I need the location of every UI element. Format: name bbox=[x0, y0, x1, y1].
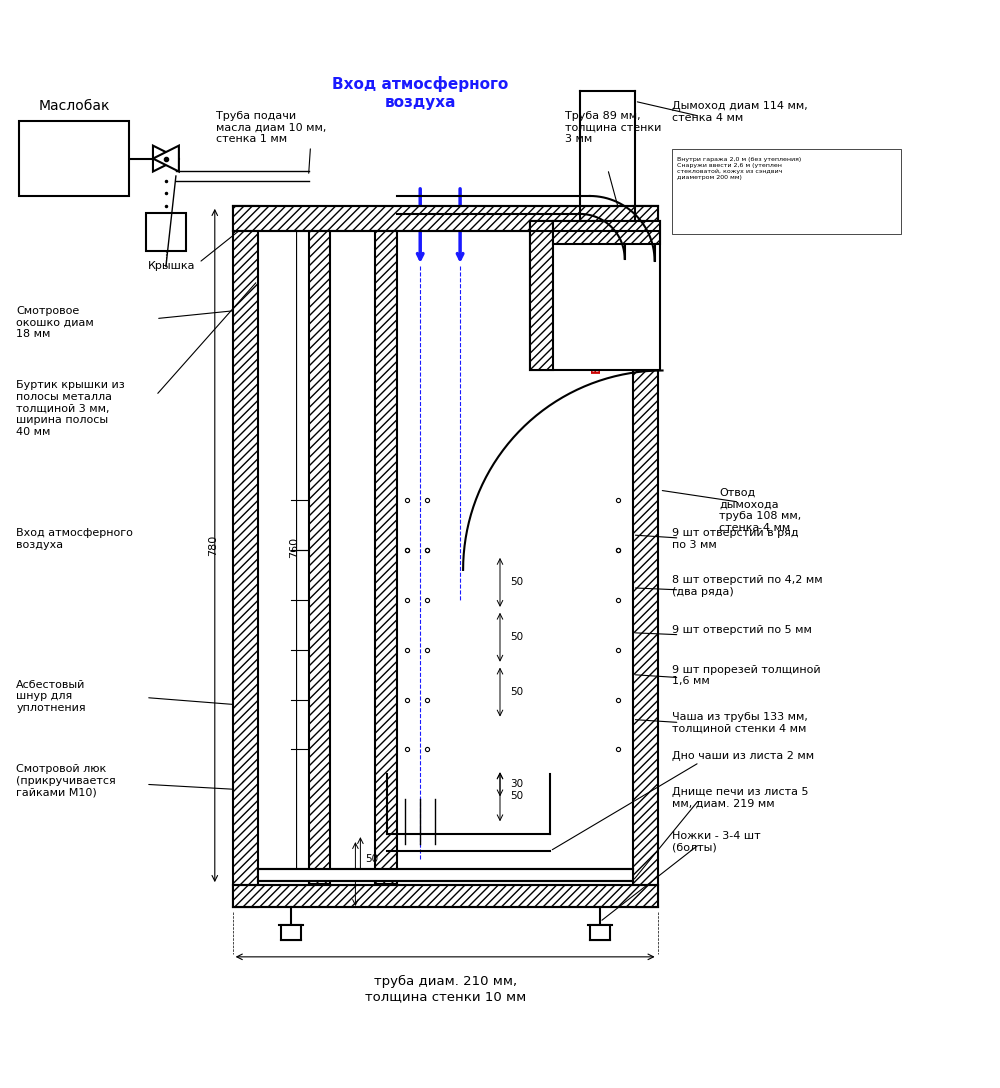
Bar bbox=[233, 206, 658, 231]
Text: Отвод
дымохода
труба 108 мм,
стенка 4 мм: Отвод дымохода труба 108 мм, стенка 4 мм bbox=[719, 489, 802, 533]
Text: 9 шт отверстий в ряд
по 3 мм: 9 шт отверстий в ряд по 3 мм bbox=[672, 528, 798, 549]
Text: Ножки - 3-4 шт
(болты): Ножки - 3-4 шт (болты) bbox=[672, 831, 760, 853]
Text: 9 шт прорезей толщиной
1,6 мм: 9 шт прорезей толщиной 1,6 мм bbox=[672, 665, 820, 687]
Text: Смотровое
окошко диам
18 мм: Смотровое окошко диам 18 мм bbox=[16, 306, 94, 338]
Text: Смотровой люк
(прикручивается
гайками М10): Смотровой люк (прикручивается гайками М1… bbox=[16, 765, 116, 798]
Text: Маслобак: Маслобак bbox=[38, 99, 110, 113]
Bar bbox=[375, 211, 397, 885]
Text: 50: 50 bbox=[510, 577, 523, 586]
Text: Чаша из трубы 133 мм,
толщиной стенки 4 мм: Чаша из трубы 133 мм, толщиной стенки 4 … bbox=[672, 712, 807, 733]
Bar bbox=[633, 206, 658, 907]
Bar bbox=[281, 925, 301, 940]
Text: 50: 50 bbox=[510, 791, 523, 801]
Text: Маслобак: Маслобак bbox=[38, 151, 110, 165]
Text: 50: 50 bbox=[510, 632, 523, 642]
Text: Крышка диам.
22/ мм,
толщина 5 мм: Крышка диам. 22/ мм, толщина 5 мм bbox=[565, 215, 650, 249]
Text: 8 шт отверстий по 4,2 мм
(два ряда): 8 шт отверстий по 4,2 мм (два ряда) bbox=[672, 574, 822, 596]
Text: 70: 70 bbox=[358, 869, 372, 879]
Bar bbox=[672, 149, 901, 234]
Bar bbox=[309, 211, 330, 885]
Text: Асбестовый
шнур для
уплотнения: Асбестовый шнур для уплотнения bbox=[16, 680, 86, 713]
Bar bbox=[553, 221, 660, 244]
Text: 760: 760 bbox=[290, 536, 300, 557]
Text: 30: 30 bbox=[510, 779, 523, 789]
Polygon shape bbox=[153, 146, 179, 172]
Text: Внутри гаража 2,0 м (без утепления)
Снаружи ввести 2,6 м (утеплен
стекловатой, к: Внутри гаража 2,0 м (без утепления) Снар… bbox=[677, 157, 801, 180]
Text: Дно чаши из листа 2 мм: Дно чаши из листа 2 мм bbox=[672, 752, 814, 762]
Bar bbox=[530, 221, 660, 371]
Bar bbox=[233, 206, 258, 907]
Text: 9 шт отверстий по 5 мм: 9 шт отверстий по 5 мм bbox=[672, 625, 811, 634]
Text: Труба 89 мм,
толщина стенки
3 мм: Труба 89 мм, толщина стенки 3 мм bbox=[565, 111, 661, 145]
Bar bbox=[258, 869, 633, 881]
Bar bbox=[19, 121, 129, 196]
Text: 780: 780 bbox=[208, 534, 218, 556]
Text: труба диам. 210 мм,
толщина стенки 10 мм: труба диам. 210 мм, толщина стенки 10 мм bbox=[365, 975, 526, 1003]
Text: Дымоход диам 114 мм,
стенка 4 мм: Дымоход диам 114 мм, стенка 4 мм bbox=[672, 101, 807, 123]
Bar bbox=[530, 221, 553, 371]
Bar bbox=[146, 213, 186, 251]
Bar bbox=[590, 925, 610, 940]
Bar bbox=[233, 885, 658, 907]
Text: 50: 50 bbox=[365, 854, 379, 864]
Text: Вход атмосферного
воздуха: Вход атмосферного воздуха bbox=[16, 528, 133, 549]
Text: 50: 50 bbox=[510, 687, 523, 696]
Text: Буртик крышки из
полосы металла
толщиной 3 мм,
ширина полосы
40 мм: Буртик крышки из полосы металла толщиной… bbox=[16, 381, 125, 437]
Text: Крышка: Крышка bbox=[148, 261, 196, 271]
Text: Вход атмосферного
воздуха: Вход атмосферного воздуха bbox=[332, 76, 508, 110]
Text: Днище печи из листа 5
мм, диам. 219 мм: Днище печи из листа 5 мм, диам. 219 мм bbox=[672, 788, 808, 809]
Text: Выход горючих газов: Выход горючих газов bbox=[591, 218, 604, 373]
Text: Труба подачи
масла диам 10 мм,
стенка 1 мм: Труба подачи масла диам 10 мм, стенка 1 … bbox=[216, 111, 326, 145]
Polygon shape bbox=[153, 146, 179, 172]
